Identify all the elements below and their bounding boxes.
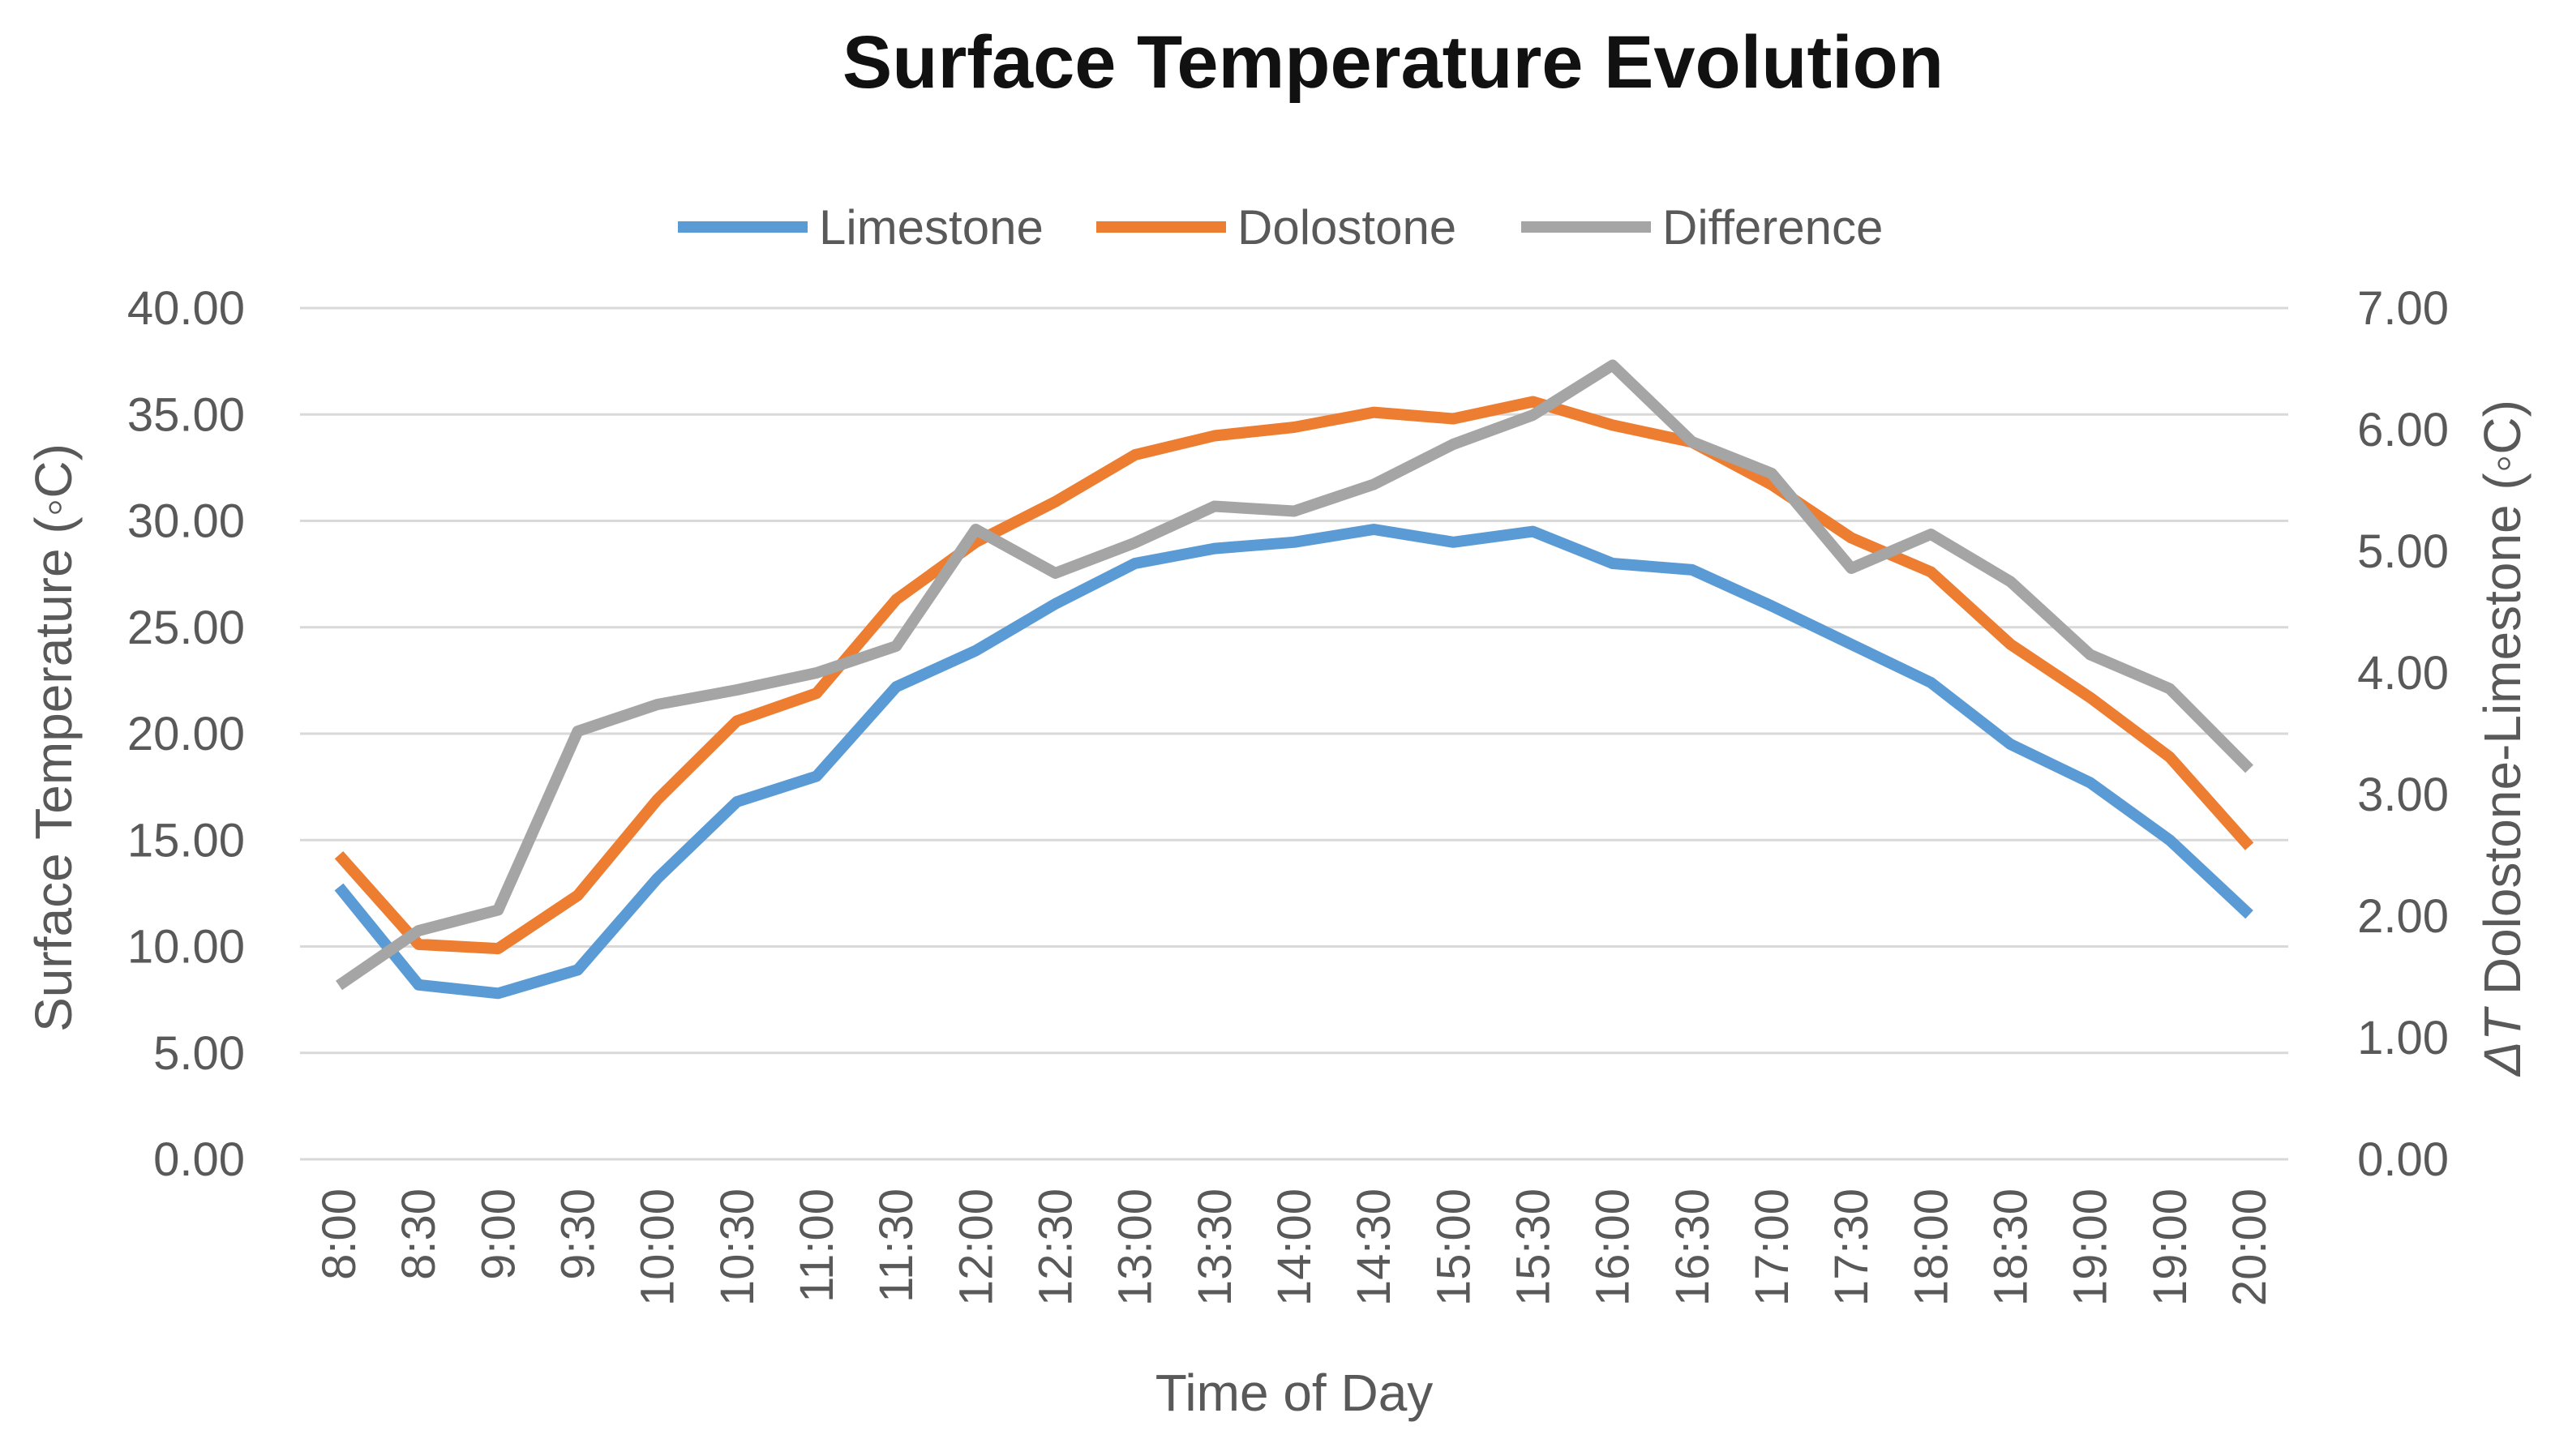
left-tick-label: 10.00 — [127, 921, 245, 974]
x-tick-label: 15:30 — [1507, 1188, 1560, 1306]
x-tick-label: 12:00 — [950, 1188, 1002, 1306]
left-tick-label: 35.00 — [127, 388, 245, 441]
x-tick-label: 14:30 — [1348, 1188, 1400, 1306]
x-tick-label: 16:30 — [1666, 1188, 1719, 1306]
right-tick-label: 0.00 — [2357, 1133, 2449, 1186]
x-tick-label: 8:00 — [313, 1188, 366, 1280]
series-line-difference — [336, 359, 2253, 991]
left-axis-ticks: 0.00 5.00 10.00 15.00 20.00 25.00 30.00 35.00 40… — [127, 282, 245, 1186]
x-tick-label: 9:30 — [552, 1188, 605, 1280]
x-tick-label: 16:00 — [1587, 1188, 1640, 1306]
x-tick-label: 8:30 — [392, 1188, 445, 1280]
right-axis-ticks: 0.00 1.00 2.00 3.00 4.00 5.00 6.00 7.00 — [2357, 282, 2449, 1186]
right-tick-label: 2.00 — [2357, 890, 2449, 943]
x-tick-label: 10:30 — [711, 1188, 764, 1306]
left-axis-label: Surface Temperature (◦C) — [24, 443, 83, 1032]
right-tick-label: 4.00 — [2357, 647, 2449, 700]
left-tick-label: 25.00 — [127, 602, 245, 654]
x-tick-label: 17:00 — [1746, 1188, 1798, 1306]
x-tick-label: 19:00 — [2064, 1188, 2117, 1306]
left-tick-label: 20.00 — [127, 708, 245, 760]
x-tick-label: 13:30 — [1189, 1188, 1241, 1306]
x-tick-label: 20:00 — [2223, 1188, 2276, 1306]
series-lines — [334, 359, 2254, 1000]
legend-label: Difference — [1662, 200, 1883, 255]
x-tick-label: 11:30 — [870, 1188, 923, 1303]
x-tick-label: 18:00 — [1905, 1188, 1957, 1306]
x-tick-label: 15:00 — [1427, 1188, 1480, 1306]
left-tick-label: 30.00 — [127, 495, 245, 548]
x-tick-label: 10:00 — [632, 1188, 684, 1306]
right-tick-label: 1.00 — [2357, 1012, 2449, 1064]
series-line-dolostone — [334, 396, 2254, 955]
right-tick-label: 6.00 — [2357, 404, 2449, 456]
right-tick-label: 7.00 — [2357, 282, 2449, 335]
left-tick-label: 5.00 — [153, 1027, 245, 1080]
x-tick-label: 13:00 — [1109, 1188, 1162, 1306]
x-tick-label: 12:30 — [1030, 1188, 1083, 1306]
right-tick-label: 3.00 — [2357, 769, 2449, 821]
x-tick-label: 19:00 — [2144, 1188, 2197, 1306]
left-tick-label: 15.00 — [127, 814, 245, 867]
x-tick-label: 14:00 — [1268, 1188, 1321, 1306]
left-tick-label: 0.00 — [153, 1133, 245, 1186]
x-axis-label: Time of Day — [1155, 1364, 1434, 1422]
legend-item-dolostone: Dolostone — [1096, 200, 1456, 255]
legend-item-difference: Difference — [1521, 200, 1883, 255]
x-tick-label: 9:00 — [472, 1188, 525, 1280]
right-tick-label: 5.00 — [2357, 525, 2449, 578]
left-tick-label: 40.00 — [127, 282, 245, 335]
right-axis-label: ΔT Dolostone-Limestone (◦C) — [2473, 400, 2532, 1077]
legend-label: Dolostone — [1237, 200, 1456, 255]
chart-legend: Limestone Dolostone Difference — [678, 200, 1883, 255]
chart-title: Surface Temperature Evolution — [842, 21, 1944, 104]
x-axis-ticks: 8:00 8:30 9:00 9:30 10:00 10:30 11:00 11:30 12:0… — [313, 1188, 2276, 1306]
x-tick-label: 11:00 — [791, 1188, 843, 1303]
legend-label: Limestone — [819, 200, 1044, 255]
x-tick-label: 17:30 — [1825, 1188, 1878, 1306]
series-line-limestone — [334, 524, 2253, 1000]
right-axis-label-delta: ΔT — [2473, 1006, 2532, 1077]
legend-item-limestone: Limestone — [678, 200, 1044, 255]
gridlines — [300, 306, 2288, 1161]
right-axis-label-text: Dolostone-Limestone (◦C) — [2473, 400, 2532, 1009]
x-tick-label: 18:30 — [1985, 1188, 2038, 1306]
